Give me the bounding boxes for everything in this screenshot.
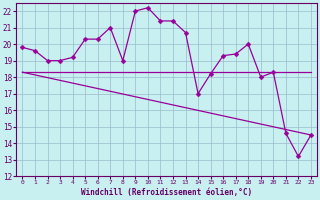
X-axis label: Windchill (Refroidissement éolien,°C): Windchill (Refroidissement éolien,°C) — [81, 188, 252, 197]
